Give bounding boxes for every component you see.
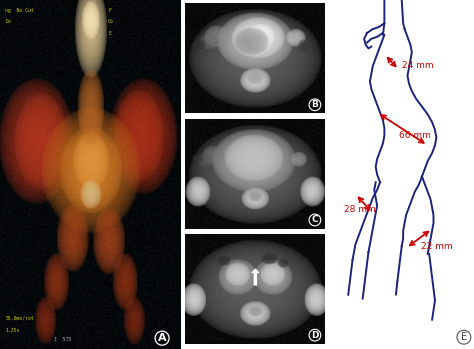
Text: ng  No Cut: ng No Cut — [5, 8, 34, 13]
Text: A: A — [158, 333, 166, 343]
Text: 22 mm: 22 mm — [420, 242, 452, 251]
Text: 55.0mv/rot: 55.0mv/rot — [5, 316, 34, 321]
Text: 66 mm: 66 mm — [399, 131, 431, 140]
Text: 28 mm: 28 mm — [344, 205, 375, 214]
Text: Do: Do — [5, 19, 11, 24]
Text: E: E — [461, 332, 467, 342]
Text: Co: Co — [108, 19, 114, 24]
Text: E: E — [108, 31, 111, 36]
Text: B: B — [311, 100, 319, 109]
Text: 24 mm: 24 mm — [401, 61, 433, 70]
Text: C: C — [311, 215, 318, 224]
Text: I  575: I 575 — [54, 337, 71, 342]
Text: F: F — [108, 8, 111, 13]
Text: 1.25s: 1.25s — [5, 328, 20, 333]
Text: D: D — [311, 331, 319, 340]
